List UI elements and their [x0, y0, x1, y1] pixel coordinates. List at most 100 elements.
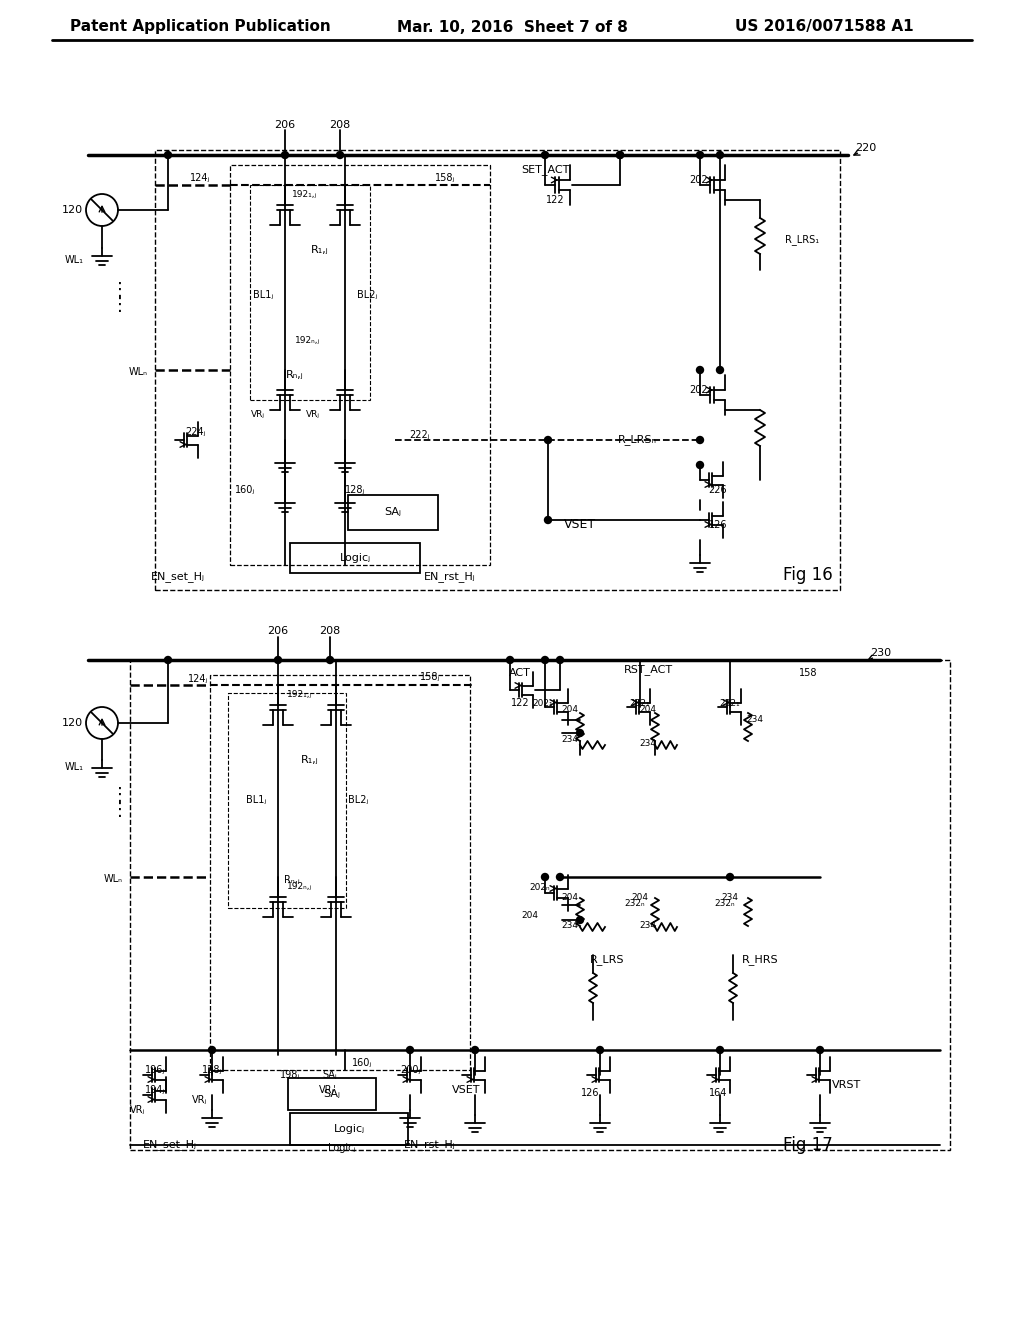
Text: 202ₙ: 202ₙ — [689, 385, 712, 395]
Text: R_LRS: R_LRS — [590, 954, 625, 965]
Circle shape — [696, 462, 703, 469]
Circle shape — [542, 874, 549, 880]
Text: 234: 234 — [561, 920, 579, 929]
Text: 124ⱼ: 124ⱼ — [187, 675, 208, 684]
Circle shape — [717, 1047, 724, 1053]
Text: 204: 204 — [640, 705, 656, 714]
Text: R₁,ⱼ: R₁,ⱼ — [301, 755, 318, 766]
Circle shape — [816, 1047, 823, 1053]
Text: 122: 122 — [546, 195, 564, 205]
Text: US 2016/0071588 A1: US 2016/0071588 A1 — [734, 20, 913, 34]
Text: 128ⱼ: 128ⱼ — [345, 484, 366, 495]
Text: 192ₙ,ⱼ: 192ₙ,ⱼ — [296, 335, 321, 345]
Bar — [348, 495, 438, 531]
Circle shape — [274, 656, 282, 664]
Circle shape — [717, 367, 724, 374]
Circle shape — [545, 516, 552, 524]
Text: 160ⱼ: 160ⱼ — [352, 1059, 372, 1068]
Text: 160ⱼ: 160ⱼ — [234, 484, 255, 495]
Text: 204: 204 — [521, 911, 539, 920]
Text: SAⱼ: SAⱼ — [323, 1071, 337, 1080]
Circle shape — [616, 152, 624, 158]
Text: SET_ACT: SET_ACT — [521, 165, 569, 176]
Circle shape — [577, 730, 584, 737]
Text: 204: 204 — [561, 892, 579, 902]
Text: VRⱼ': VRⱼ' — [319, 1085, 337, 1096]
Circle shape — [696, 437, 703, 444]
Text: 234: 234 — [640, 920, 656, 929]
Text: 126: 126 — [709, 520, 727, 531]
Text: 124ⱼ: 124ⱼ — [189, 173, 210, 183]
Text: 128ⱼ: 128ⱼ — [202, 1065, 222, 1074]
Text: VSET: VSET — [452, 1085, 480, 1096]
Text: VSET: VSET — [564, 519, 596, 532]
Text: 192₁,ⱼ: 192₁,ⱼ — [288, 690, 312, 700]
Text: Logicⱼ: Logicⱼ — [339, 553, 371, 564]
Circle shape — [407, 1047, 414, 1053]
Text: 120: 120 — [61, 205, 83, 215]
Text: Rₙ,ⱼ: Rₙ,ⱼ — [285, 875, 300, 884]
Text: 234: 234 — [640, 738, 656, 747]
Text: BL2ⱼ: BL2ⱼ — [357, 290, 377, 300]
Text: ⋮: ⋮ — [111, 785, 129, 804]
Text: 206: 206 — [267, 626, 289, 636]
Text: 226: 226 — [709, 484, 727, 495]
Circle shape — [577, 916, 584, 924]
Circle shape — [717, 152, 724, 158]
Text: WLₙ: WLₙ — [129, 367, 148, 378]
Text: 208: 208 — [330, 120, 350, 129]
Circle shape — [471, 1047, 478, 1053]
Circle shape — [327, 656, 334, 664]
Text: R_HRS: R_HRS — [742, 954, 778, 965]
Circle shape — [165, 656, 171, 664]
Text: WL₁: WL₁ — [65, 255, 84, 265]
Text: 164: 164 — [709, 1088, 727, 1098]
Text: 232ₙ: 232ₙ — [715, 899, 735, 908]
Text: 158ⱼ: 158ⱼ — [435, 173, 455, 183]
Text: VRⱼ: VRⱼ — [130, 1105, 145, 1115]
Text: 208: 208 — [319, 626, 341, 636]
Text: 120: 120 — [61, 718, 83, 729]
Text: EN_set_Hⱼ: EN_set_Hⱼ — [143, 1139, 197, 1151]
Bar — [288, 1078, 376, 1110]
Text: 220: 220 — [855, 143, 877, 153]
Text: 206: 206 — [274, 120, 296, 129]
Text: EN_rst_Hⱼ: EN_rst_Hⱼ — [424, 572, 476, 582]
Bar — [210, 675, 470, 1071]
Bar — [290, 1113, 408, 1144]
Text: ⋮: ⋮ — [111, 296, 129, 314]
Text: SAⱼ: SAⱼ — [384, 507, 401, 517]
Text: 158: 158 — [799, 668, 817, 678]
Text: 224ⱼ: 224ⱼ — [184, 426, 205, 437]
Text: BL2ⱼ: BL2ⱼ — [348, 795, 369, 805]
Text: Patent Application Publication: Patent Application Publication — [70, 20, 331, 34]
Text: 234: 234 — [722, 892, 738, 902]
Text: 200ⱼ: 200ⱼ — [400, 1065, 420, 1074]
Text: 194ⱼ: 194ⱼ — [145, 1085, 165, 1096]
Text: R_LRSₙ: R_LRSₙ — [617, 434, 656, 445]
Text: 230: 230 — [870, 648, 891, 657]
Text: 232₁: 232₁ — [720, 698, 740, 708]
Text: VRⱼ: VRⱼ — [306, 411, 319, 420]
Bar — [130, 660, 950, 1150]
Bar — [228, 693, 346, 908]
Text: Fig 16: Fig 16 — [783, 566, 833, 583]
Text: 232₁: 232₁ — [630, 698, 650, 708]
Bar — [290, 543, 420, 573]
Circle shape — [696, 152, 703, 158]
Text: R_LRS₁: R_LRS₁ — [785, 235, 819, 246]
Text: ⋮: ⋮ — [111, 801, 129, 818]
Text: Logicⱼ: Logicⱼ — [334, 1125, 365, 1134]
Text: 222ⱼ: 222ⱼ — [410, 430, 430, 440]
Text: VRⱼ: VRⱼ — [193, 1096, 208, 1105]
Text: WLₙ: WLₙ — [104, 874, 123, 884]
Text: 234: 234 — [561, 735, 579, 744]
Text: EN_rst_Hⱼ: EN_rst_Hⱼ — [404, 1139, 456, 1151]
Text: 158ⱼ: 158ⱼ — [420, 672, 440, 682]
Circle shape — [696, 367, 703, 374]
Text: 126: 126 — [581, 1088, 599, 1098]
Text: 192ₙ,ⱼ: 192ₙ,ⱼ — [288, 883, 312, 891]
Text: Rₙ,ⱼ: Rₙ,ⱼ — [286, 370, 304, 380]
Text: BL1ⱼ: BL1ⱼ — [246, 795, 266, 805]
Text: Logicⱼ: Logicⱼ — [329, 1143, 355, 1152]
